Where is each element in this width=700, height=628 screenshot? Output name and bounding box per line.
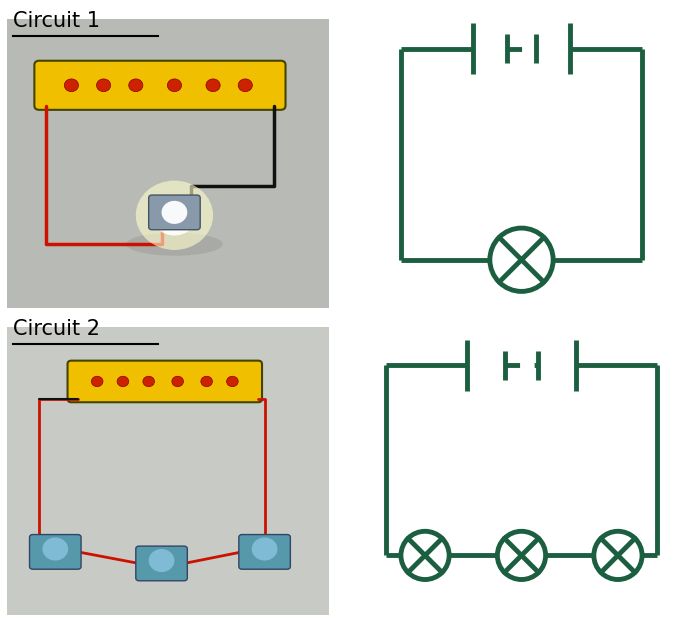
Bar	[39, 355, 297, 587]
Circle shape	[238, 79, 253, 92]
Bar	[39, 41, 297, 286]
Bar	[78, 67, 258, 260]
Bar	[104, 84, 232, 242]
Bar	[130, 101, 206, 225]
Bar	[46, 361, 290, 581]
Bar	[71, 384, 265, 558]
Bar	[59, 373, 277, 569]
Circle shape	[64, 79, 78, 92]
Bar	[123, 97, 213, 230]
Bar	[91, 402, 245, 540]
Ellipse shape	[126, 232, 223, 256]
Bar	[27, 344, 309, 598]
Bar	[97, 408, 239, 534]
FancyBboxPatch shape	[34, 61, 286, 110]
Bar	[84, 396, 252, 546]
Bar	[84, 71, 252, 256]
Bar	[46, 45, 290, 282]
Circle shape	[136, 181, 213, 250]
Bar	[59, 53, 277, 273]
Bar	[52, 367, 284, 575]
Text: Circuit 1: Circuit 1	[13, 11, 99, 31]
FancyBboxPatch shape	[136, 546, 188, 581]
Circle shape	[117, 376, 129, 387]
Circle shape	[227, 376, 238, 387]
Bar	[52, 49, 284, 278]
Bar	[27, 32, 309, 295]
Circle shape	[152, 195, 197, 236]
Circle shape	[252, 538, 277, 561]
Bar	[71, 62, 265, 264]
Bar	[97, 80, 239, 247]
Bar	[33, 36, 303, 290]
Bar	[33, 350, 303, 592]
Circle shape	[143, 376, 155, 387]
Circle shape	[43, 538, 68, 561]
Circle shape	[92, 376, 103, 387]
FancyBboxPatch shape	[148, 195, 200, 230]
Text: Circuit 2: Circuit 2	[13, 318, 99, 338]
Bar	[65, 58, 271, 269]
Circle shape	[129, 79, 143, 92]
Circle shape	[206, 79, 220, 92]
FancyBboxPatch shape	[29, 534, 81, 569]
Circle shape	[172, 376, 183, 387]
Circle shape	[201, 376, 212, 387]
Bar	[116, 92, 220, 234]
Circle shape	[167, 79, 181, 92]
Bar	[110, 88, 226, 239]
Bar	[78, 390, 258, 552]
Circle shape	[162, 201, 188, 224]
FancyBboxPatch shape	[239, 534, 290, 569]
Bar	[65, 379, 271, 563]
Circle shape	[97, 79, 111, 92]
FancyBboxPatch shape	[67, 360, 262, 403]
Bar	[91, 75, 245, 251]
Circle shape	[148, 549, 174, 572]
